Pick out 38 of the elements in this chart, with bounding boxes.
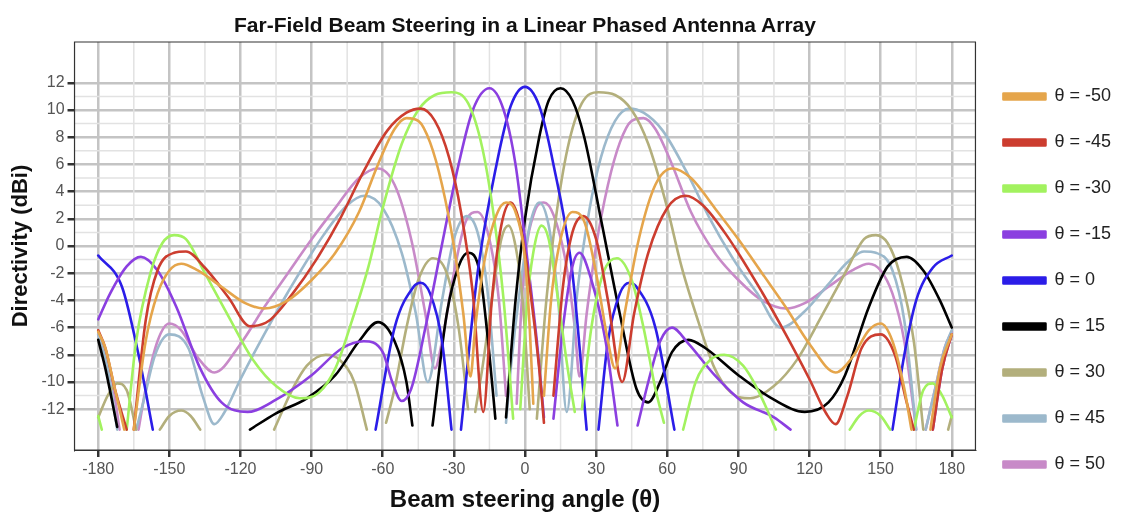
x-tick-label: 60 [658,460,677,478]
x-axis-title: Beam steering angle (θ) [389,485,661,513]
y-tick-label: -2 [50,263,65,281]
legend-label: θ = 45 [1054,407,1106,428]
legend-label: θ = -30 [1054,177,1112,198]
y-tick-label: 0 [55,236,65,254]
y-tick-label: 10 [46,100,65,118]
legend-label: θ = 15 [1054,315,1106,336]
x-tick-label: -90 [300,460,324,478]
x-tick-label: 180 [938,460,966,478]
chart-title: Far-Field Beam Steering in a Linear Phased Antenna Array [234,12,817,36]
legend-label: θ = 50 [1054,453,1106,474]
legend-label: θ = 30 [1054,361,1106,382]
x-tick-label: 30 [587,460,606,478]
y-axis-title: Directivity (dBi) [7,164,33,328]
y-tick-label: 4 [55,182,65,200]
y-tick-label: 8 [55,127,65,145]
x-tick-label: -180 [82,460,115,478]
x-tick-label: 90 [729,460,748,478]
y-tick-label: -8 [50,345,65,363]
y-tick-label: -12 [41,399,65,417]
y-tick-label: 2 [55,209,65,227]
y-tick-label: 6 [55,154,65,172]
x-tick-label: -150 [153,460,186,478]
y-tick-label: -4 [50,290,65,308]
x-tick-label: -120 [224,460,257,478]
x-tick-label: 150 [867,460,895,478]
y-tick-label: -6 [50,318,65,336]
y-tick-label: 12 [46,73,65,91]
x-tick-label: -30 [442,460,466,478]
x-tick-label: -60 [371,460,395,478]
x-tick-label: 0 [520,460,530,478]
legend-label: θ = 0 [1054,269,1096,290]
legend-label: θ = -15 [1054,223,1112,244]
x-tick-label: 120 [796,460,823,478]
legend-label: θ = -50 [1054,85,1112,106]
legend-label: θ = -45 [1054,131,1112,152]
y-tick-label: -10 [41,372,65,390]
